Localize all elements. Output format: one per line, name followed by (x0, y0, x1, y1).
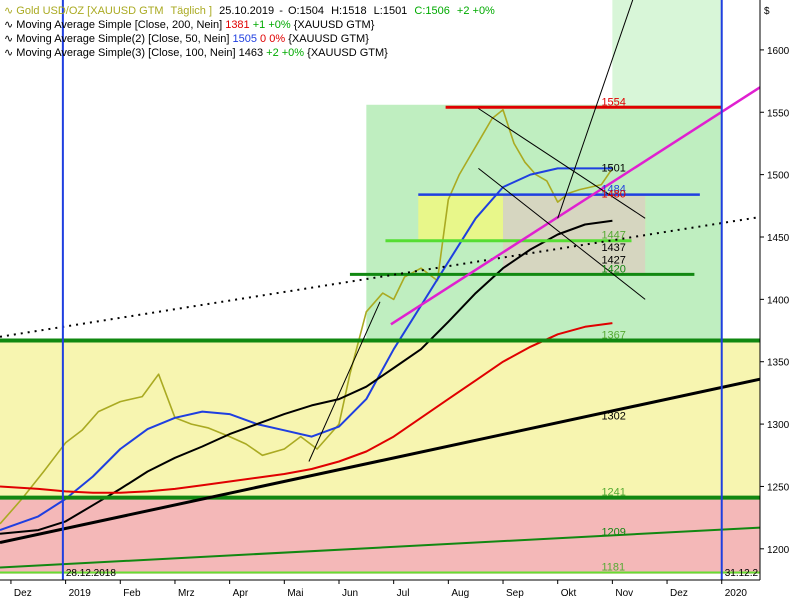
zone-3 (612, 0, 722, 105)
y-tick-label-1300: 1300 (767, 420, 790, 431)
y-tick-label-1250: 1250 (767, 482, 790, 493)
indicator-icon-1: ∿ (4, 33, 16, 45)
header-change: +2 +0% (457, 5, 495, 17)
level-label-1367: 1367 (601, 330, 625, 342)
indicator-legend-2: ∿ Moving Average Simple(3) [Close, 100, … (4, 47, 388, 59)
level-label-1241: 1241 (601, 487, 625, 499)
header-suffix: ] (209, 5, 212, 17)
indicator-value-2: 1463 (236, 47, 264, 59)
series-layer (0, 109, 614, 535)
series-1-line (0, 167, 613, 532)
y-tick-label-1450: 1450 (767, 233, 790, 244)
date-markers-layer (61, 0, 723, 580)
header-interval: Täglich (170, 5, 205, 17)
x-tick-label-11: Nov (615, 588, 633, 599)
zones-layer (0, 0, 760, 574)
zone-1 (0, 339, 760, 499)
x-tick-label-3: Mrz (178, 588, 195, 599)
indicator-name-2: Moving Average Simple(3) [Close, 100, Ne… (16, 47, 235, 59)
header-high: H:1518 (331, 5, 366, 17)
header-open: O:1504 (288, 5, 324, 17)
trendline-7 (478, 167, 646, 300)
date-marker-labels: 28.12.2018 31.12.2 (66, 568, 759, 579)
header-line: ∿ Gold USD/OZ [XAUUSD GTM Täglich ] 25.1… (4, 5, 495, 17)
indicator-change-0: +1 +0% (250, 19, 291, 31)
indicator-symbol-2: {XAUUSD GTM} (304, 47, 388, 59)
y-tick-label-1200: 1200 (767, 545, 790, 556)
x-axis-panel (0, 580, 800, 600)
y-axis-panel (760, 0, 800, 600)
header-date: 25.10.2019 (219, 5, 274, 17)
y-tick-label-1550: 1550 (767, 108, 790, 119)
indicator-legend-0: ∿ Moving Average Simple [Close, 200, Nei… (4, 19, 375, 31)
x-tick-label-9: Sep (506, 588, 524, 599)
indicator-name-1: Moving Average Simple(2) [Close, 50, Nei… (16, 33, 229, 45)
date-marker-label-0: 28.12.2018 (66, 568, 116, 579)
trendline-3 (390, 86, 761, 326)
indicator-icon-2: ∿ (4, 47, 16, 59)
series-3-line (0, 322, 613, 494)
indicator-change-1: 0 0% (257, 33, 285, 45)
header-separator: - (279, 5, 283, 17)
x-axis[interactable]: Dez 2019 Feb Mrz Apr Mai Jun Jul Aug Sep Okt Nov Dez… (10, 580, 748, 599)
level-label-1302: 1302 (601, 411, 625, 423)
header-icon: ∿ (4, 5, 13, 17)
y-tick-label-1600: 1600 (767, 46, 790, 57)
x-tick-label-12: Dez (670, 588, 688, 599)
y-axis[interactable]: 1200 1250 1300 1350 1400 1450 1500 1550 1600 (760, 46, 790, 556)
indicator-symbol-1: {XAUUSD GTM} (285, 33, 369, 45)
trendline-1 (0, 526, 761, 569)
indicator-legend-1: ∿ Moving Average Simple(2) [Close, 50, N… (4, 33, 369, 45)
x-tick-label-8: Aug (451, 588, 469, 599)
y-tick-label-1350: 1350 (767, 358, 790, 369)
x-tick-label-0: Dez (14, 588, 32, 599)
indicator-change-2: +2 +0% (263, 47, 304, 59)
level-label-1480: 1480 (601, 189, 625, 201)
x-tick-label-7: Jul (397, 588, 410, 599)
level-label-1484: 1484 (601, 184, 625, 196)
legend: ∿ Gold USD/OZ [XAUUSD GTM Täglich ] 25.1… (4, 5, 495, 59)
header-low: L:1501 (374, 5, 408, 17)
trendline-0 (0, 377, 761, 545)
indicator-icon-0: ∿ (4, 19, 16, 31)
x-tick-label-4: Apr (233, 588, 249, 599)
level-label-1554: 1554 (601, 96, 625, 108)
indicator-value-0: 1381 (222, 19, 250, 31)
y-tick-label-1500: 1500 (767, 171, 790, 182)
indicator-name-0: Moving Average Simple [Close, 200, Nein] (16, 19, 222, 31)
level-label-1427: 1427 (601, 255, 625, 267)
axis-currency: $ (764, 6, 770, 17)
indicator-legend: ∿ Moving Average Simple [Close, 200, Nei… (4, 19, 388, 59)
y-tick-label-1400: 1400 (767, 295, 790, 306)
trendline-5 (557, 0, 634, 219)
level-label-1501: 1501 (601, 162, 625, 174)
x-tick-label-6: Jun (342, 588, 358, 599)
level-label-1181: 1181 (601, 562, 625, 574)
trendlines-layer (0, 0, 761, 569)
date-marker-label-1: 31.12.2 (725, 568, 759, 579)
trendline-4 (308, 301, 381, 462)
level-label-1420: 1420 (601, 263, 625, 275)
levels-layer (0, 105, 760, 574)
x-tick-label-13: 2020 (725, 588, 748, 599)
x-tick-label-10: Okt (561, 588, 577, 599)
x-tick-label-5: Mai (287, 588, 303, 599)
series-2-line (0, 219, 613, 535)
trendline-6 (478, 108, 646, 219)
series-0-line (0, 109, 614, 525)
header-instrument: Gold USD/OZ [XAUUSD GTM (16, 5, 163, 17)
indicator-symbol-0: {XAUUSD GTM} (291, 19, 375, 31)
header-close: C:1506 (414, 5, 449, 17)
level-label-1447: 1447 (601, 230, 625, 242)
level-label-1209: 1209 (601, 527, 625, 539)
x-tick-label-2: Feb (123, 588, 141, 599)
level-label-1437: 1437 (601, 242, 625, 254)
x-tick-label-1: 2019 (69, 588, 92, 599)
indicator-value-1: 1505 (229, 33, 257, 45)
